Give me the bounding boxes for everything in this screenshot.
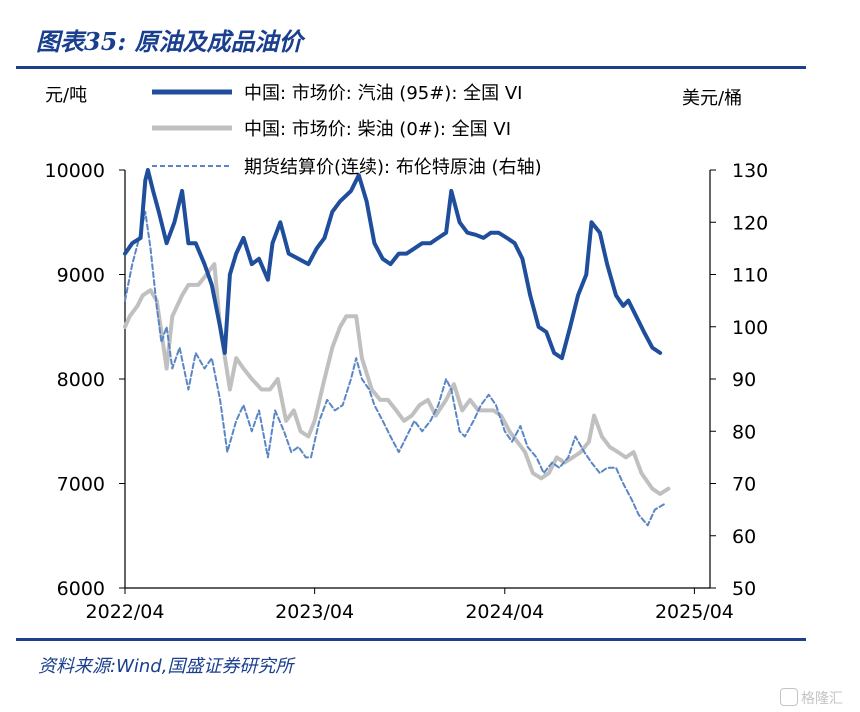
right-tick-label: 50 bbox=[732, 578, 756, 600]
legend-label-0: 中国: 市场价: 汽油 (95#): 全国 VI bbox=[244, 83, 522, 104]
right-tick-label: 120 bbox=[732, 212, 768, 234]
watermark: 格隆汇 bbox=[780, 688, 843, 708]
right-tick-label: 90 bbox=[732, 369, 756, 391]
legend-label-2: 期货结算价(连续): 布伦特原油 (右轴) bbox=[244, 157, 542, 178]
series-line-1 bbox=[123, 262, 671, 496]
right-tick-label: 110 bbox=[732, 265, 768, 287]
x-tick-label: 2023/04 bbox=[275, 601, 354, 623]
x-tick-label: 2024/04 bbox=[465, 601, 544, 623]
left-tick-label: 10000 bbox=[45, 160, 105, 182]
watermark-logo-icon bbox=[780, 688, 798, 706]
right-tick-label: 70 bbox=[732, 474, 756, 496]
source-note: 资料来源:Wind,国盛证券研究所 bbox=[38, 656, 294, 677]
left-tick-label: 8000 bbox=[57, 369, 105, 391]
series-line-2 bbox=[124, 210, 665, 527]
right-tick-label: 60 bbox=[732, 526, 756, 548]
right-tick-label: 100 bbox=[732, 317, 768, 339]
title-divider bbox=[16, 66, 806, 69]
left-tick-label: 6000 bbox=[57, 578, 105, 600]
chart-title: 图表35: 原油及成品油价 bbox=[36, 27, 303, 56]
x-tick-label: 2025/04 bbox=[655, 601, 734, 623]
right-tick-label: 80 bbox=[732, 421, 756, 443]
footer-divider bbox=[16, 638, 806, 641]
watermark-text: 格隆汇 bbox=[801, 691, 843, 707]
left-axis-label: 元/吨 bbox=[45, 85, 87, 106]
right-tick-label: 130 bbox=[732, 160, 768, 182]
left-tick-label: 7000 bbox=[57, 474, 105, 496]
series-line-0 bbox=[123, 168, 663, 361]
right-axis-label: 美元/桶 bbox=[682, 88, 742, 109]
legend-label-1: 中国: 市场价: 柴油 (0#): 全国 VI bbox=[244, 119, 511, 140]
left-tick-label: 9000 bbox=[57, 265, 105, 287]
x-tick-label: 2022/04 bbox=[86, 601, 165, 623]
